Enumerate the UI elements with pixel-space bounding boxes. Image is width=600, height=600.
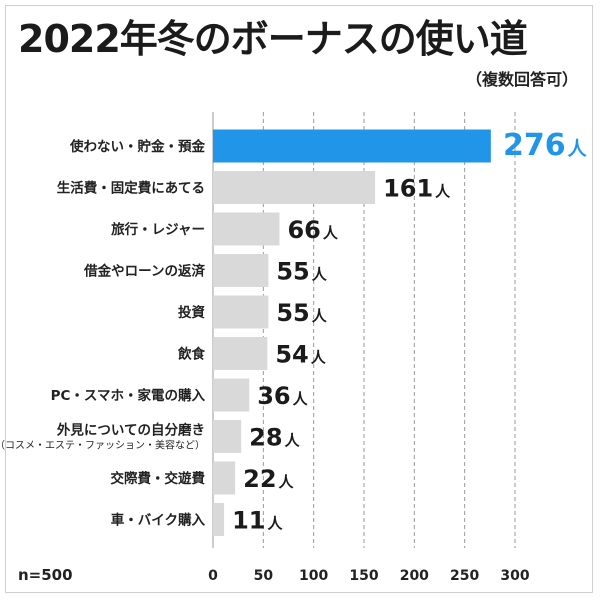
bar (213, 295, 269, 329)
x-tick-label: 200 (400, 568, 429, 584)
data-label-unit: 人 (312, 307, 328, 325)
category-label: PC・スマホ・家電の購入 (51, 387, 206, 404)
x-tick-label: 50 (254, 568, 274, 584)
data-label-unit: 人 (279, 473, 295, 491)
data-label-unit: 人 (267, 515, 283, 533)
chart-title: 2022年冬のボーナスの使い道 (18, 17, 528, 61)
category-label: 生活費・固定費にあてる (57, 180, 205, 197)
category-label: 旅行・レジャー (111, 221, 205, 238)
bar (213, 420, 242, 453)
data-label: 55 (276, 258, 309, 286)
data-label-unit: 人 (312, 266, 328, 284)
data-label: 66 (287, 216, 320, 244)
category-label: 交際費・交遊費 (111, 470, 206, 487)
x-tick-label: 150 (349, 568, 378, 584)
x-tick-label: 100 (299, 568, 328, 584)
x-tick-label: 300 (500, 568, 529, 584)
data-label: 11 (232, 507, 265, 535)
data-label: 55 (276, 299, 309, 327)
data-label-unit: 人 (323, 224, 339, 242)
data-label: 161 (383, 175, 433, 203)
category-label: 外見についての自分磨き (57, 422, 205, 439)
category-label: 使わない・貯金・預金 (69, 138, 205, 155)
category-label: 車・バイク購入 (111, 512, 206, 529)
bar (213, 378, 250, 412)
data-label-unit: 人 (285, 432, 301, 450)
data-label: 28 (249, 424, 282, 452)
bar (213, 171, 376, 204)
data-label-unit: 人 (568, 138, 588, 160)
chart-frame (5, 5, 593, 593)
category-label: 借金やローンの返済 (83, 263, 205, 280)
bar (213, 129, 491, 163)
category-sublabel: （コスメ・エステ・ファッション・美容など） (0, 439, 205, 452)
data-label-unit: 人 (293, 390, 309, 408)
sample-size-note: n=500 (18, 566, 73, 584)
data-label: 276 (503, 128, 566, 163)
bar (213, 337, 268, 370)
data-label: 54 (275, 341, 308, 369)
x-tick-label: 0 (208, 568, 218, 584)
category-label: 投資 (178, 304, 205, 321)
data-label-unit: 人 (435, 183, 451, 201)
category-label: 飲食 (177, 346, 205, 363)
data-label-unit: 人 (311, 349, 327, 367)
data-label: 22 (243, 465, 276, 493)
bar (213, 503, 225, 536)
x-tick-label: 250 (450, 568, 479, 584)
bar (213, 212, 280, 246)
chart-subtitle: （複数回答可） (465, 70, 578, 89)
bar (213, 254, 269, 287)
data-label: 36 (257, 382, 290, 410)
bar (213, 461, 236, 495)
